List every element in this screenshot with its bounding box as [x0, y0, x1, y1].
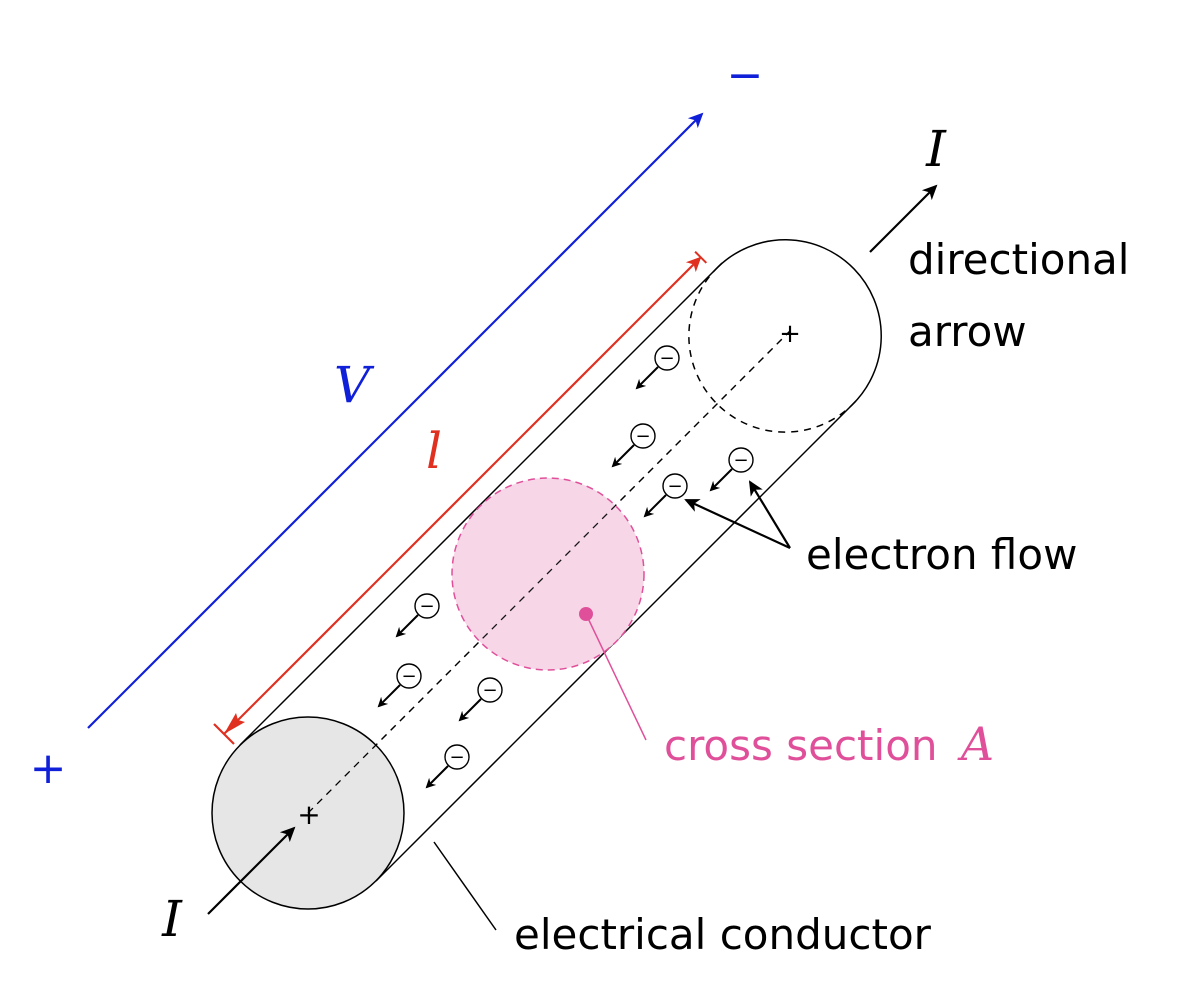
directional-arrow-label-line1: directional [908, 235, 1129, 284]
electron-motion-arrow [709, 468, 733, 492]
length-label: l [426, 422, 442, 480]
length-arrow-start [213, 713, 245, 745]
electron-charge-sign: − [401, 666, 416, 687]
electron: − [709, 447, 754, 492]
voltage-label: V [334, 356, 375, 414]
electron-motion-arrow [425, 765, 449, 789]
electron-flow-pointer-2 [748, 480, 791, 549]
cross-section-text: cross section [664, 721, 938, 770]
electron-icon [728, 447, 754, 473]
electron: − [458, 677, 503, 722]
electron-charge-sign: − [733, 450, 748, 471]
current-arrow-out [869, 184, 938, 253]
electron-group: − − − − − − − − [377, 345, 754, 789]
electron-icon [654, 345, 680, 371]
plus-sign: + [30, 743, 67, 794]
conductor-pointer [433, 841, 497, 931]
cross-section-label: cross section A [664, 717, 994, 771]
directional-arrow-label-line2: arrow [908, 307, 1027, 356]
electron-icon [414, 593, 440, 619]
electron: − [377, 663, 422, 708]
electron: − [611, 423, 656, 468]
electron-motion-arrow [458, 698, 482, 722]
electron-charge-sign: − [449, 747, 464, 768]
electron-icon [630, 423, 656, 449]
voltage-arrow [87, 112, 704, 729]
current-label-top: I [925, 120, 947, 178]
cross-section-symbol: A [957, 717, 994, 771]
electron-charge-sign: − [482, 680, 497, 701]
current-arrow-in [207, 826, 296, 915]
electrical-conductor-label: electrical conductor [514, 910, 932, 959]
electron-icon [477, 677, 503, 703]
electron: − [635, 345, 680, 390]
electron-icon [662, 473, 688, 499]
electron-charge-sign: − [635, 426, 650, 447]
cross-section-pointer [585, 613, 647, 741]
front-center-mark: + [297, 798, 320, 831]
electron-flow-label: electron flow [806, 530, 1077, 579]
electron-motion-arrow [643, 494, 667, 518]
electron: − [425, 744, 470, 789]
cross-section-disc [451, 477, 645, 671]
electron-motion-arrow [395, 614, 419, 638]
current-label-bottom: I [161, 890, 183, 948]
electron: − [395, 593, 440, 638]
back-center-mark: + [779, 319, 801, 349]
electron: − [643, 473, 688, 518]
electron-charge-sign: − [667, 476, 682, 497]
electron-icon [396, 663, 422, 689]
electron-charge-sign: − [659, 348, 674, 369]
electron-motion-arrow [611, 444, 635, 468]
electrical-conductor: + + [211, 239, 882, 910]
electron-icon [444, 744, 470, 770]
electron-charge-sign: − [419, 596, 434, 617]
length-arrow [223, 250, 708, 735]
electron-motion-arrow [377, 684, 401, 708]
electron-flow-pointer-1 [684, 499, 791, 549]
minus-sign: − [727, 50, 764, 101]
electron-motion-arrow [635, 366, 659, 390]
